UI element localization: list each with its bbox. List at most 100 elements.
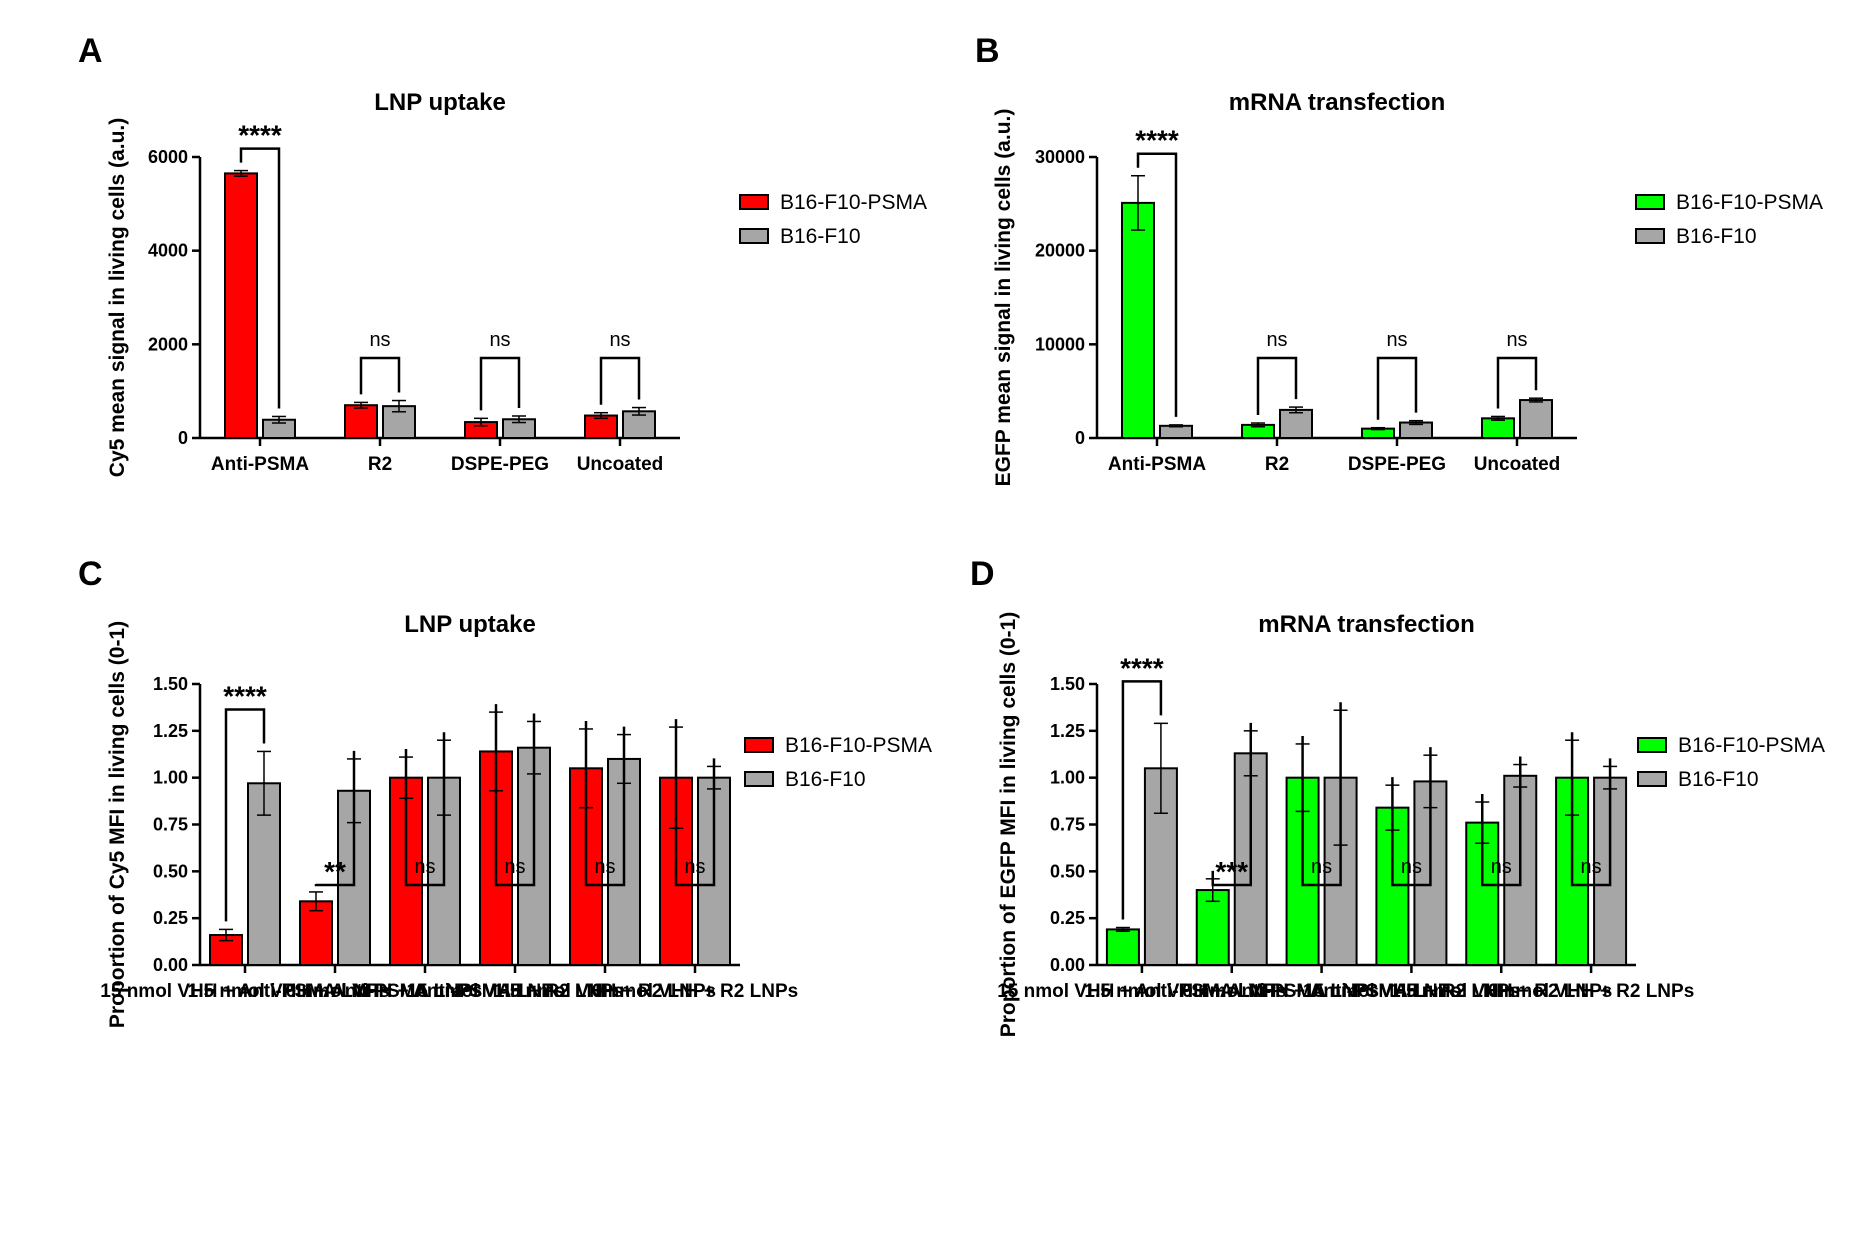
panel-letter: C xyxy=(78,555,103,593)
bar xyxy=(1159,424,1193,439)
y-tick-label: 2000 xyxy=(148,334,188,354)
legend-swatch xyxy=(744,771,774,787)
y-tick-label: 20000 xyxy=(1035,241,1085,261)
x-tick-label: 15 nmol VHH + R2 LNPs xyxy=(407,981,624,1002)
y-tick-label: 1.00 xyxy=(153,768,188,788)
y-tick-label: 0.50 xyxy=(153,861,188,881)
x-tick-label: Anti-PSMA xyxy=(1108,454,1206,475)
legend-label: B16-F10 xyxy=(785,768,866,791)
chart-title: mRNA transfection xyxy=(1229,89,1445,116)
legend-swatch xyxy=(1635,228,1665,244)
significance-bracket xyxy=(1121,680,1163,920)
y-tick-label: 1.25 xyxy=(1050,721,1085,741)
y-tick-label: 0.25 xyxy=(153,908,188,928)
x-tick-label: 0 nmol VHH + R2 LNPs xyxy=(592,981,798,1002)
x-tick-label: R2 xyxy=(1265,454,1289,475)
y-tick-label: 0 xyxy=(1075,428,1085,448)
y-axis-label: Proportion of Cy5 MFI in living cells (0… xyxy=(106,621,129,1028)
legend-swatch xyxy=(739,228,769,244)
significance-bracket xyxy=(494,704,536,887)
significance-label: ns xyxy=(1581,856,1602,878)
y-tick-label: 0.25 xyxy=(1050,908,1085,928)
legend-label: B16-F10-PSMA xyxy=(785,734,932,757)
y-axis-label: EGFP mean signal in living cells (a.u.) xyxy=(992,109,1015,487)
legend-label: B16-F10 xyxy=(1676,225,1757,248)
x-tick-label: 0 nmol VHH + R2 LNPs xyxy=(1488,981,1694,1002)
y-tick-label: 1.00 xyxy=(1050,768,1085,788)
legend-label: B16-F10 xyxy=(1678,768,1759,791)
significance-label: ns xyxy=(1386,329,1407,351)
y-tick-label: 1.50 xyxy=(1050,674,1085,694)
significance-bracket xyxy=(1570,732,1612,887)
significance-bracket xyxy=(314,750,356,887)
legend-swatch xyxy=(1637,771,1667,787)
significance-bracket xyxy=(1301,702,1342,887)
y-tick-label: 0.75 xyxy=(153,815,188,835)
y-axis-label: Proportion of EGFP MFI in living cells (… xyxy=(997,612,1020,1037)
y-tick-label: 0.00 xyxy=(153,955,188,975)
bar xyxy=(1519,399,1553,440)
x-tick-label: 15 nmol VHH + Anti-PSMA LNPs xyxy=(997,981,1286,1002)
legend-swatch xyxy=(1637,737,1667,753)
panel-letter: A xyxy=(78,32,103,70)
x-tick-label: 1.5 nmol VHH + R2 LNPs xyxy=(1390,981,1612,1002)
x-tick-label: 1.5 nmol VHH + Anti-PSMA LNPs xyxy=(188,981,483,1002)
significance-bracket xyxy=(1481,756,1522,887)
significance-bracket xyxy=(224,708,266,922)
y-tick-label: 0.00 xyxy=(1050,955,1085,975)
x-tick-label: DSPE-PEG xyxy=(451,454,549,475)
x-tick-label: 0 nmol VHH + Anti-PSMA LNPs xyxy=(1182,981,1461,1002)
legend-swatch xyxy=(739,194,769,210)
y-tick-label: 4000 xyxy=(148,241,188,261)
x-tick-label: Uncoated xyxy=(1474,454,1561,475)
panel-letter: B xyxy=(975,32,1000,70)
significance-bracket xyxy=(479,356,521,411)
significance-label: ** xyxy=(324,856,346,887)
y-tick-label: 6000 xyxy=(148,147,188,167)
x-tick-label: Anti-PSMA xyxy=(211,454,309,475)
significance-bracket xyxy=(1376,356,1418,420)
legend-label: B16-F10-PSMA xyxy=(1678,734,1825,757)
y-tick-label: 30000 xyxy=(1035,147,1085,167)
significance-bracket xyxy=(1391,747,1432,887)
significance-label: ns xyxy=(684,856,705,878)
significance-bracket xyxy=(584,720,626,887)
significance-label: ns xyxy=(1506,329,1527,351)
significance-label: ns xyxy=(609,329,630,351)
bar xyxy=(1279,408,1313,439)
y-tick-label: 1.50 xyxy=(153,674,188,694)
y-axis-label: Cy5 mean signal in living cells (a.u.) xyxy=(106,118,129,477)
significance-label: ns xyxy=(414,856,435,878)
bar xyxy=(1121,201,1155,439)
legend-label: B16-F10-PSMA xyxy=(780,191,927,214)
x-tick-label: 1.5 nmol VHH + Anti-PSMA LNPs xyxy=(1084,981,1379,1002)
bar xyxy=(1105,928,1140,967)
panel-a: A LNP uptake Cy5 mean signal in living cel… xyxy=(78,32,927,477)
bar xyxy=(1481,417,1515,439)
x-tick-label: 1.5 nmol VHH + R2 LNPs xyxy=(494,981,716,1002)
legend-label: B16-F10-PSMA xyxy=(1676,191,1823,214)
significance-label: ns xyxy=(594,856,615,878)
y-tick-label: 0.75 xyxy=(1050,815,1085,835)
y-tick-label: 0 xyxy=(178,428,188,448)
y-tick-label: 10000 xyxy=(1035,334,1085,354)
significance-label: ns xyxy=(369,329,390,351)
chart-title: LNP uptake xyxy=(374,89,506,116)
panel-letter: D xyxy=(970,555,995,593)
significance-bracket xyxy=(1496,356,1538,409)
panel-c: C LNP uptake Proportion of Cy5 MFI in livi… xyxy=(78,555,932,1028)
bar xyxy=(224,172,258,439)
significance-bracket xyxy=(1256,356,1298,416)
significance-label: **** xyxy=(223,680,267,711)
significance-label: *** xyxy=(1215,856,1248,887)
chart-title: mRNA transfection xyxy=(1258,611,1474,638)
significance-label: ns xyxy=(489,329,510,351)
x-tick-label: R2 xyxy=(368,454,392,475)
legend-swatch xyxy=(1635,194,1665,210)
x-tick-label: DSPE-PEG xyxy=(1348,454,1446,475)
significance-label: ns xyxy=(504,856,525,878)
significance-label: **** xyxy=(1135,125,1179,156)
